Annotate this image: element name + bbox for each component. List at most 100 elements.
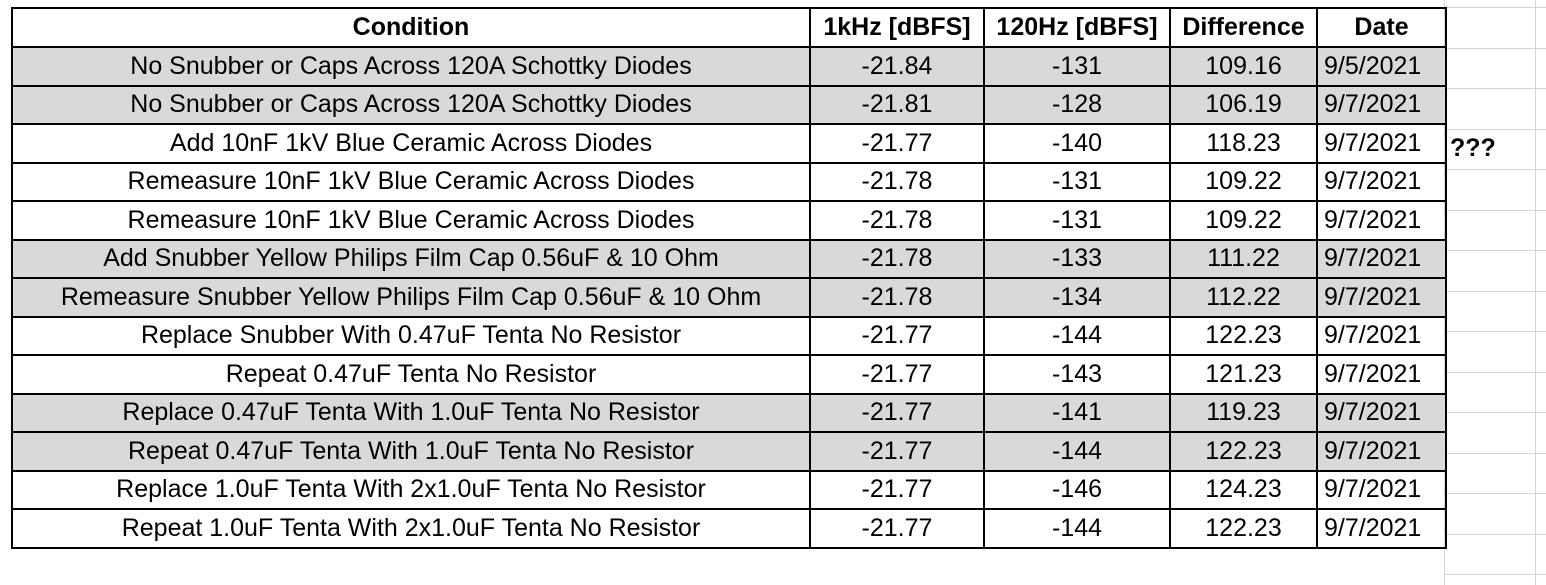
header-condition[interactable]: Condition: [11, 7, 811, 48]
side-note[interactable]: ???: [1450, 134, 1496, 162]
table-row: No Snubber or Caps Across 120A Schottky …: [11, 46, 1447, 87]
cell-difference[interactable]: 122.23: [1169, 431, 1318, 472]
cell-difference[interactable]: 112.22: [1169, 277, 1318, 318]
table-row: Repeat 0.47uF Tenta With 1.0uF Tenta No …: [11, 431, 1447, 472]
cell-condition[interactable]: Repeat 1.0uF Tenta With 2x1.0uF Tenta No…: [11, 508, 811, 549]
cell-120hz[interactable]: -144: [983, 508, 1171, 549]
gridline: [1444, 250, 1546, 251]
cell-difference[interactable]: 121.23: [1169, 354, 1318, 395]
gridline: [1444, 331, 1546, 332]
cell-date[interactable]: 9/7/2021: [1316, 315, 1447, 356]
cell-difference[interactable]: 109.22: [1169, 200, 1318, 241]
cell-condition[interactable]: Repeat 0.47uF Tenta No Resistor: [11, 354, 811, 395]
cell-date[interactable]: 9/7/2021: [1316, 200, 1447, 241]
cell-difference[interactable]: 124.23: [1169, 469, 1318, 510]
gridline: [1444, 47, 1546, 49]
cell-date[interactable]: 9/7/2021: [1316, 508, 1447, 549]
cell-condition[interactable]: Remeasure Snubber Yellow Philips Film Ca…: [11, 277, 811, 318]
cell-1khz[interactable]: -21.78: [809, 200, 985, 241]
cell-1khz[interactable]: -21.84: [809, 46, 985, 87]
gridline: [1444, 290, 1546, 292]
table-row: Add 10nF 1kV Blue Ceramic Across Diodes -…: [11, 123, 1447, 164]
header-120hz[interactable]: 120Hz [dBFS]: [983, 7, 1171, 48]
cell-condition[interactable]: Remeasure 10nF 1kV Blue Ceramic Across D…: [11, 161, 811, 202]
cell-condition[interactable]: Remeasure 10nF 1kV Blue Ceramic Across D…: [11, 200, 811, 241]
header-difference[interactable]: Difference: [1169, 7, 1318, 48]
table-row: No Snubber or Caps Across 120A Schottky …: [11, 84, 1447, 125]
cell-1khz[interactable]: -21.77: [809, 431, 985, 472]
cell-condition[interactable]: Add Snubber Yellow Philips Film Cap 0.56…: [11, 238, 811, 279]
table-row: Replace 0.47uF Tenta With 1.0uF Tenta No…: [11, 392, 1447, 433]
cell-1khz[interactable]: -21.78: [809, 277, 985, 318]
gridline: [1444, 128, 1546, 130]
cell-date[interactable]: 9/7/2021: [1316, 238, 1447, 279]
cell-date[interactable]: 9/7/2021: [1316, 84, 1447, 125]
gridline: [1444, 371, 1546, 373]
cell-difference[interactable]: 106.19: [1169, 84, 1318, 125]
gridline: [1444, 493, 1546, 494]
header-date[interactable]: Date: [1316, 7, 1447, 48]
cell-120hz[interactable]: -141: [983, 392, 1171, 433]
gridline: [1444, 574, 1546, 575]
table-row: Remeasure 10nF 1kV Blue Ceramic Across D…: [11, 161, 1447, 202]
cell-1khz[interactable]: -21.77: [809, 392, 985, 433]
cell-difference[interactable]: 111.22: [1169, 238, 1318, 279]
cell-120hz[interactable]: -144: [983, 315, 1171, 356]
gridline: [1444, 88, 1546, 89]
cell-120hz[interactable]: -128: [983, 84, 1171, 125]
gridline: [1444, 7, 1546, 8]
cell-condition[interactable]: No Snubber or Caps Across 120A Schottky …: [11, 84, 811, 125]
gridline: [1444, 412, 1546, 413]
cell-120hz[interactable]: -131: [983, 161, 1171, 202]
cell-date[interactable]: 9/7/2021: [1316, 123, 1447, 164]
table-row: Remeasure Snubber Yellow Philips Film Ca…: [11, 277, 1447, 318]
cell-difference[interactable]: 109.16: [1169, 46, 1318, 87]
cell-date[interactable]: 9/7/2021: [1316, 354, 1447, 395]
cell-condition[interactable]: Replace 0.47uF Tenta With 1.0uF Tenta No…: [11, 392, 811, 433]
cell-date[interactable]: 9/7/2021: [1316, 431, 1447, 472]
gridline: [1444, 533, 1546, 535]
cell-1khz[interactable]: -21.81: [809, 84, 985, 125]
cell-difference[interactable]: 109.22: [1169, 161, 1318, 202]
table-row: Repeat 1.0uF Tenta With 2x1.0uF Tenta No…: [11, 508, 1447, 549]
table-row: Remeasure 10nF 1kV Blue Ceramic Across D…: [11, 200, 1447, 241]
table-row: Add Snubber Yellow Philips Film Cap 0.56…: [11, 238, 1447, 279]
cell-date[interactable]: 9/7/2021: [1316, 161, 1447, 202]
cell-1khz[interactable]: -21.77: [809, 508, 985, 549]
cell-difference[interactable]: 118.23: [1169, 123, 1318, 164]
measurement-table: Condition 1kHz [dBFS] 120Hz [dBFS] Diffe…: [11, 7, 1447, 549]
cell-date[interactable]: 9/7/2021: [1316, 277, 1447, 318]
table-row: Replace Snubber With 0.47uF Tenta No Res…: [11, 315, 1447, 356]
gridline: [1444, 209, 1546, 211]
header-1khz[interactable]: 1kHz [dBFS]: [809, 7, 985, 48]
gridline: [1444, 452, 1546, 454]
cell-1khz[interactable]: -21.77: [809, 354, 985, 395]
cell-difference[interactable]: 119.23: [1169, 392, 1318, 433]
cell-120hz[interactable]: -131: [983, 200, 1171, 241]
cell-date[interactable]: 9/7/2021: [1316, 392, 1447, 433]
cell-120hz[interactable]: -131: [983, 46, 1171, 87]
cell-date[interactable]: 9/5/2021: [1316, 46, 1447, 87]
cell-1khz[interactable]: -21.77: [809, 123, 985, 164]
cell-condition[interactable]: Replace 1.0uF Tenta With 2x1.0uF Tenta N…: [11, 469, 811, 510]
cell-condition[interactable]: Replace Snubber With 0.47uF Tenta No Res…: [11, 315, 811, 356]
table-row: Repeat 0.47uF Tenta No Resistor -21.77 -14…: [11, 354, 1447, 395]
cell-condition[interactable]: Repeat 0.47uF Tenta With 1.0uF Tenta No …: [11, 431, 811, 472]
gridline: [1444, 169, 1546, 170]
cell-120hz[interactable]: -133: [983, 238, 1171, 279]
gridline: [1535, 0, 1536, 585]
cell-1khz[interactable]: -21.78: [809, 161, 985, 202]
cell-120hz[interactable]: -146: [983, 469, 1171, 510]
cell-condition[interactable]: No Snubber or Caps Across 120A Schottky …: [11, 46, 811, 87]
cell-1khz[interactable]: -21.78: [809, 238, 985, 279]
cell-120hz[interactable]: -140: [983, 123, 1171, 164]
cell-120hz[interactable]: -144: [983, 431, 1171, 472]
cell-120hz[interactable]: -143: [983, 354, 1171, 395]
cell-difference[interactable]: 122.23: [1169, 315, 1318, 356]
cell-1khz[interactable]: -21.77: [809, 469, 985, 510]
cell-120hz[interactable]: -134: [983, 277, 1171, 318]
cell-date[interactable]: 9/7/2021: [1316, 469, 1447, 510]
cell-difference[interactable]: 122.23: [1169, 508, 1318, 549]
cell-condition[interactable]: Add 10nF 1kV Blue Ceramic Across Diodes: [11, 123, 811, 164]
cell-1khz[interactable]: -21.77: [809, 315, 985, 356]
